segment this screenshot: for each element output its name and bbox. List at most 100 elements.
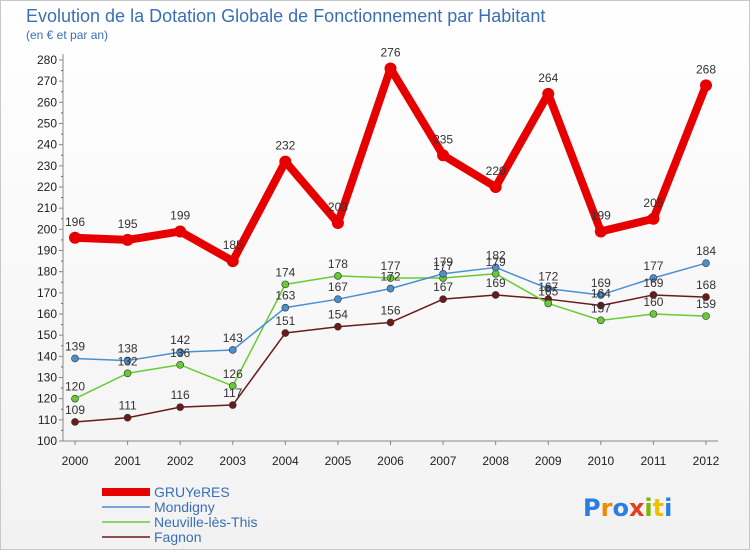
data-point [702,293,710,301]
data-point [439,295,447,303]
data-label: 168 [696,278,716,292]
data-label: 143 [223,331,243,345]
data-label: 276 [380,45,400,59]
logo-letter: r [601,494,613,522]
data-label: 139 [65,339,85,353]
y-tick-label: 100 [37,434,57,448]
data-label: 120 [65,380,85,394]
legend-label: Neuville-lès-This [154,514,257,530]
data-label: 179 [433,255,453,269]
data-label: 160 [643,295,663,309]
data-point [121,233,134,246]
x-tick-label: 2002 [167,454,194,468]
y-tick-label: 140 [37,349,57,363]
y-tick-label: 200 [37,222,57,236]
y-tick-label: 230 [37,159,57,173]
x-tick-label: 2006 [377,454,404,468]
logo-letter: i [644,494,652,522]
logo-letter: t [653,494,664,522]
data-point [176,360,184,369]
x-tick-label: 2003 [219,454,246,468]
series-1 [71,259,710,365]
data-point [174,225,187,238]
data-label: 154 [328,308,348,322]
data-point [384,62,397,75]
data-label: 169 [643,276,663,290]
data-label: 264 [538,71,558,85]
data-point [700,79,712,92]
data-point [542,87,555,100]
data-label: 232 [275,139,295,153]
data-point [437,149,450,162]
data-label: 178 [328,257,348,271]
data-point [597,291,605,299]
data-label: 179 [486,255,506,269]
data-point [228,346,237,354]
data-point [71,354,79,363]
data-label: 156 [380,303,400,317]
data-point [597,316,605,325]
y-tick-label: 170 [37,286,57,300]
data-label: 165 [538,284,558,298]
data-label: 116 [171,388,190,402]
axes: 100 110 120 130 140 150 160 170 180 190 200 210 220 2… [37,53,720,468]
x-tick-label: 2009 [535,454,562,468]
chart-subtitle: (en € et par an) [26,28,108,42]
data-label: 167 [328,280,348,294]
x-tick-label: 2007 [430,454,457,468]
data-point [69,231,81,244]
data-label: 163 [275,289,295,303]
data-label: 169 [591,276,611,290]
series-3 [71,291,710,426]
data-point [281,329,290,337]
data-label: 196 [65,215,85,229]
data-point [386,284,395,293]
data-label: 142 [170,333,190,347]
proxiti-logo: Proxiti [583,494,672,522]
data-label: 195 [118,217,138,231]
data-point [439,269,447,278]
y-tick-label: 210 [37,201,57,215]
data-point [702,259,710,268]
data-point [647,212,660,225]
y-tick-label: 220 [37,180,57,194]
data-point [71,394,79,403]
y-tick-label: 130 [37,371,57,385]
data-label: 167 [433,280,453,294]
y-tick-label: 260 [37,95,57,109]
data-label: 177 [433,259,453,273]
data-label: 220 [486,164,506,178]
y-tick-label: 150 [37,328,57,342]
data-point [334,272,342,280]
chart-title: Evolution de la Dotation Globale de Fonc… [26,6,545,26]
data-point [228,401,237,409]
x-tick-label: 2000 [62,454,89,468]
data-label: 138 [118,342,138,356]
x-tick-label: 2004 [272,454,299,468]
data-label: 151 [275,314,295,328]
x-tick-label: 2011 [641,454,667,468]
y-tick-label: 270 [37,74,57,88]
data-point [386,274,395,282]
data-label: 199 [170,208,190,222]
data-point [334,295,342,303]
data-point [123,413,132,422]
y-tick-label: 110 [38,413,57,427]
data-point [649,310,658,318]
x-tick-label: 2005 [325,454,352,468]
series-layer [69,62,712,426]
y-tick-label: 180 [37,265,57,279]
data-point [331,216,344,229]
data-point [123,356,132,365]
data-point [334,322,342,331]
data-point [226,255,239,268]
data-label: 159 [696,297,716,311]
data-label: 164 [591,287,611,301]
y-tick-label: 190 [37,244,57,258]
data-label: 205 [643,196,663,210]
legend-label: Fagnon [154,529,201,545]
legend-label: GRUYeRES [154,484,230,500]
